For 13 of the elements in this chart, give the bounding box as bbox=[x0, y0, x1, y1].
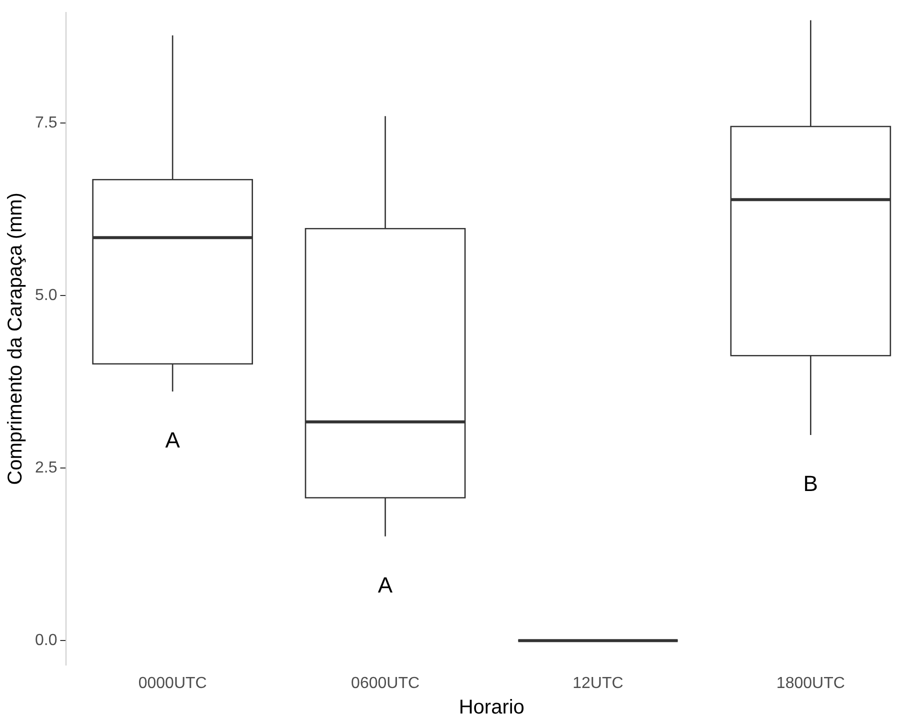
annotation: B bbox=[803, 471, 818, 496]
annotation: A bbox=[378, 572, 393, 598]
y-tick-label: 7.5 bbox=[34, 114, 58, 132]
y-tick-label: 2.5 bbox=[34, 460, 58, 477]
y-axis-title: Comprimento da Carapaça (mm) bbox=[4, 192, 27, 485]
x-tick-label: 1800UTC bbox=[776, 674, 845, 692]
x-tick-label: 0600UTC bbox=[351, 674, 420, 692]
y-tick-label: 0.0 bbox=[34, 632, 58, 650]
annotation: A bbox=[165, 428, 180, 453]
x-axis-title: Horario bbox=[458, 696, 524, 719]
x-tick-label: 0000UTC bbox=[138, 674, 207, 692]
x-tick-label: 12UTC bbox=[572, 674, 624, 692]
y-tick-label: 5.0 bbox=[34, 286, 58, 304]
